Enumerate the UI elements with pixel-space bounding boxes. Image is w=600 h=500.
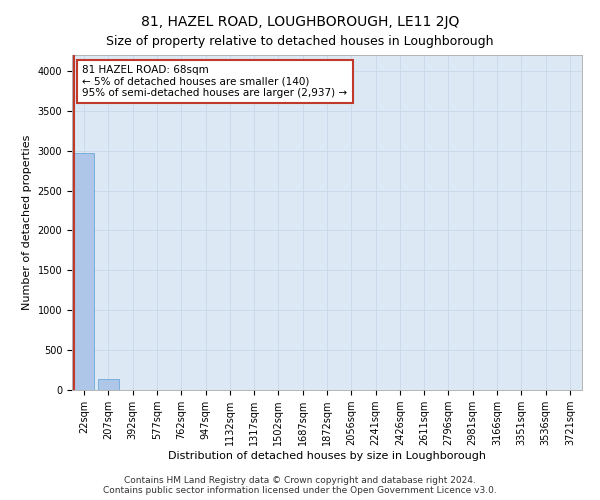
Text: 81 HAZEL ROAD: 68sqm
← 5% of detached houses are smaller (140)
95% of semi-detac: 81 HAZEL ROAD: 68sqm ← 5% of detached ho… — [82, 65, 347, 98]
Bar — [98, 379, 119, 390]
Text: Size of property relative to detached houses in Loughborough: Size of property relative to detached ho… — [106, 35, 494, 48]
Bar — [74, 152, 94, 390]
X-axis label: Distribution of detached houses by size in Loughborough: Distribution of detached houses by size … — [168, 451, 486, 461]
Text: Contains HM Land Registry data © Crown copyright and database right 2024.
Contai: Contains HM Land Registry data © Crown c… — [103, 476, 497, 495]
Y-axis label: Number of detached properties: Number of detached properties — [22, 135, 32, 310]
Text: 81, HAZEL ROAD, LOUGHBOROUGH, LE11 2JQ: 81, HAZEL ROAD, LOUGHBOROUGH, LE11 2JQ — [141, 15, 459, 29]
